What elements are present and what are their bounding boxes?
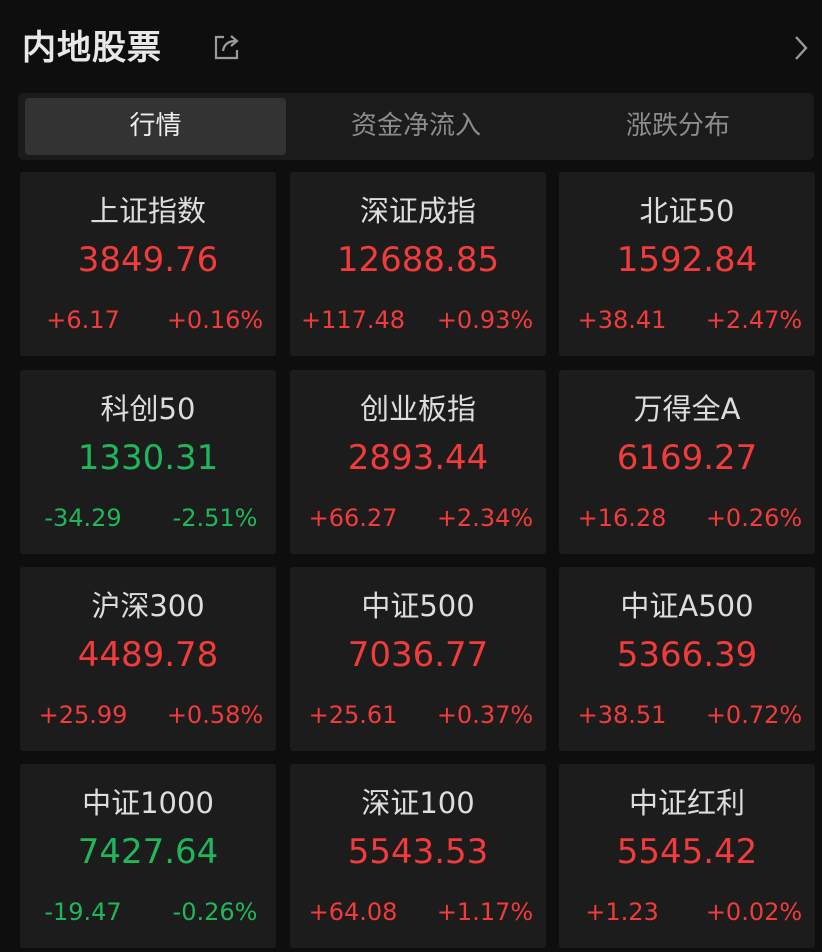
tab[interactable]: 涨跌分布	[625, 111, 730, 141]
index-change: +38.51	[577, 701, 667, 729]
index-price: 5545.42	[616, 832, 758, 872]
index-percent: +0.72%	[705, 701, 803, 729]
index-price: 12688.85	[336, 240, 500, 280]
index-change: +64.08	[308, 898, 398, 926]
index-percent: -2.51%	[172, 504, 258, 532]
index-percent: +2.34%	[436, 504, 534, 532]
index-card[interactable]: 中证红利 5545.42 +1.23 +0.02%	[559, 764, 815, 948]
index-price: 2893.44	[347, 438, 489, 478]
index-name: 深证成指	[359, 194, 476, 228]
index-card[interactable]: 中证500 7036.77 +25.61 +0.37%	[290, 567, 546, 751]
index-card[interactable]: 万得全A 6169.27 +16.28 +0.26%	[559, 370, 815, 554]
tab[interactable]: 资金净流入	[350, 111, 481, 141]
index-change: +66.27	[308, 504, 398, 532]
index-name: 深证100	[361, 786, 475, 820]
index-card[interactable]: 北证50 1592.84 +38.41 +2.47%	[559, 172, 815, 356]
index-percent: +0.16%	[166, 306, 264, 334]
index-price: 6169.27	[616, 438, 758, 478]
index-change: +6.17	[46, 306, 120, 334]
index-card[interactable]: 中证1000 7427.64 -19.47 -0.26%	[20, 764, 276, 948]
index-price: 5366.39	[616, 635, 758, 675]
tab[interactable]: 行情	[25, 98, 286, 155]
index-card[interactable]: 创业板指 2893.44 +66.27 +2.34%	[290, 370, 546, 554]
index-change: +117.48	[300, 306, 406, 334]
index-card[interactable]: 深证100 5543.53 +64.08 +1.17%	[290, 764, 546, 948]
index-name: 创业板指	[359, 392, 476, 426]
index-percent: +0.37%	[436, 701, 534, 729]
more-chevron[interactable]	[792, 34, 810, 62]
index-name: 北证50	[639, 194, 735, 228]
index-card[interactable]: 深证成指 12688.85 +117.48 +0.93%	[290, 172, 546, 356]
index-change: +16.28	[577, 504, 667, 532]
index-card[interactable]: 科创50 1330.31 -34.29 -2.51%	[20, 370, 276, 554]
index-change: +38.41	[577, 306, 667, 334]
index-change: +1.23	[585, 898, 659, 926]
index-name: 中证红利	[628, 786, 745, 820]
tab-bar: 行情 资金净流入 涨跌分布	[18, 93, 814, 160]
index-name: 上证指数	[89, 194, 206, 228]
index-percent: +0.26%	[705, 504, 803, 532]
index-change: +25.99	[38, 701, 128, 729]
index-percent: +1.17%	[436, 898, 534, 926]
index-card[interactable]: 中证A500 5366.39 +38.51 +0.72%	[559, 567, 815, 751]
index-price: 3849.76	[77, 240, 219, 280]
index-percent: -0.26%	[172, 898, 258, 926]
index-price: 1592.84	[616, 240, 758, 280]
index-change: +25.61	[308, 701, 398, 729]
index-price: 7036.77	[347, 635, 489, 675]
index-price: 1330.31	[77, 438, 219, 478]
index-name: 中证500	[361, 589, 475, 623]
index-percent: +0.93%	[436, 306, 534, 334]
index-name: 万得全A	[633, 392, 741, 426]
index-percent: +0.02%	[705, 898, 803, 926]
share-icon[interactable]	[212, 32, 242, 62]
index-name: 沪深300	[91, 589, 205, 623]
index-card[interactable]: 上证指数 3849.76 +6.17 +0.16%	[20, 172, 276, 356]
index-card[interactable]: 沪深300 4489.78 +25.99 +0.58%	[20, 567, 276, 751]
index-price: 7427.64	[77, 832, 219, 872]
index-change: -19.47	[44, 898, 122, 926]
index-percent: +0.58%	[166, 701, 264, 729]
index-percent: +2.47%	[705, 306, 803, 334]
index-name: 中证1000	[82, 786, 214, 820]
index-price: 4489.78	[77, 635, 219, 675]
page-title: 内地股票	[22, 28, 162, 68]
index-name: 科创50	[100, 392, 196, 426]
index-price: 5543.53	[347, 832, 489, 872]
index-name: 中证A500	[620, 589, 754, 623]
index-change: -34.29	[44, 504, 122, 532]
